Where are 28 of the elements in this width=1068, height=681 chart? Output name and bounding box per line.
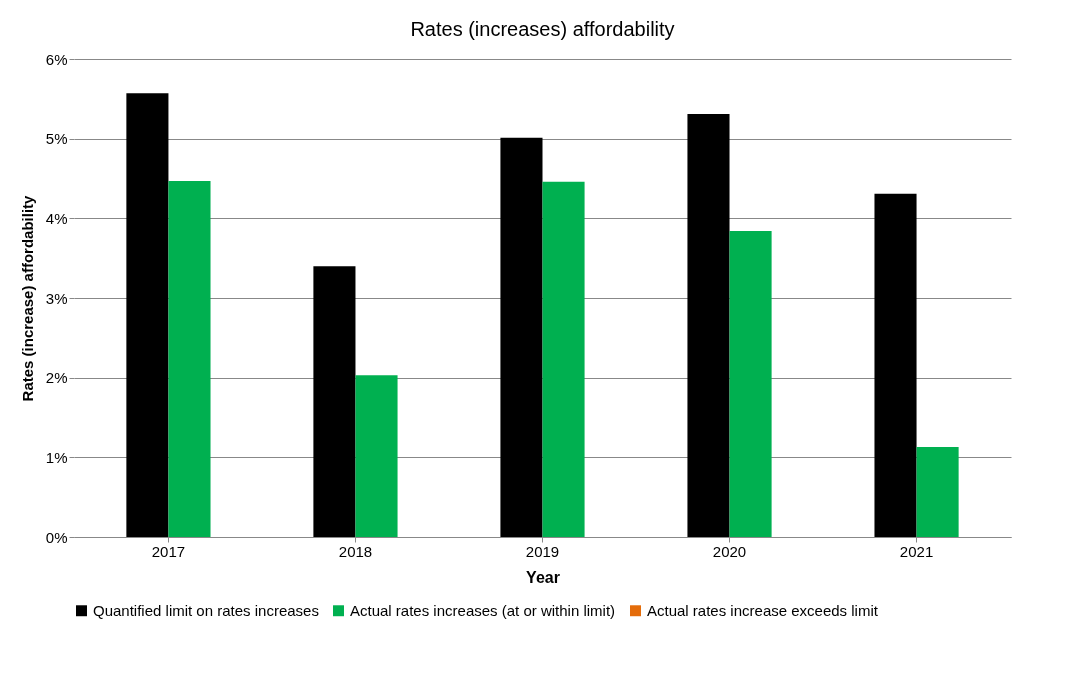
bar	[542, 181, 585, 537]
bar	[355, 375, 398, 537]
y-tick-label: 1%	[45, 448, 68, 466]
legend-label: Actual rates increases (at or within limit)	[350, 601, 616, 619]
x-tick-label: 2019	[525, 542, 560, 560]
bar	[916, 446, 959, 537]
legend-label: Quantified limit on rates increases	[93, 601, 319, 619]
bar	[168, 180, 211, 537]
y-axis-title: Rates (increase) affordability	[18, 194, 36, 402]
y-tick-label: 2%	[45, 369, 68, 387]
bar	[126, 93, 169, 537]
x-tick-label: 2018	[338, 542, 373, 560]
chart-title: Rates (increases) affordability	[410, 18, 675, 40]
x-tick-label: 2021	[899, 542, 934, 560]
x-axis-title: Year	[526, 568, 560, 586]
legend-label: Actual rates increase exceeds limit	[647, 601, 879, 619]
y-tick-label: 3%	[45, 289, 68, 307]
bar	[729, 231, 772, 537]
bar	[500, 137, 543, 537]
x-tick-label: 2020	[712, 542, 747, 560]
x-tick-label: 2017	[151, 542, 186, 560]
bar	[874, 193, 917, 537]
bar	[313, 266, 356, 537]
y-tick-label: 5%	[45, 130, 68, 148]
y-tick-label: 0%	[45, 528, 68, 546]
y-tick-label: 4%	[45, 209, 68, 227]
y-tick-label: 6%	[45, 50, 68, 68]
bar	[687, 113, 730, 537]
